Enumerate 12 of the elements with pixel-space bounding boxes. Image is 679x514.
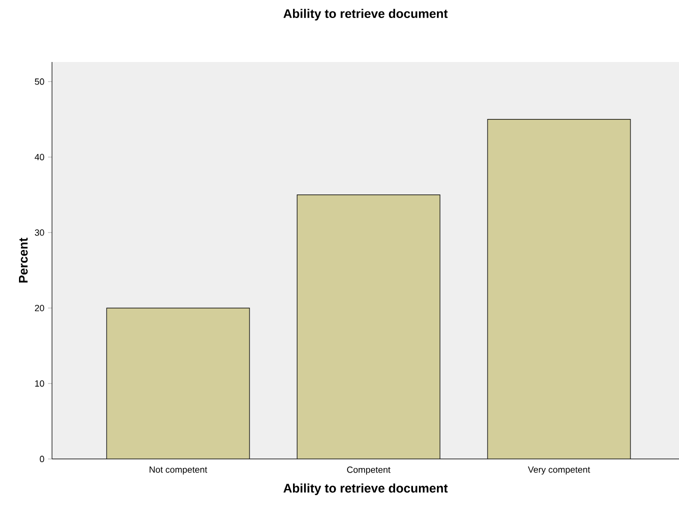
y-tick-label: 40 bbox=[34, 154, 44, 160]
y-tick-label: 30 bbox=[34, 229, 44, 236]
y-axis-title: Percent bbox=[18, 238, 28, 282]
y-tick-label: 20 bbox=[34, 304, 44, 312]
x-axis-title: Ability to retrieve document bbox=[283, 483, 448, 496]
x-tick-label: Not competent bbox=[150, 466, 208, 475]
y-tick-label: 50 bbox=[34, 78, 44, 85]
x-tick-label: Competent bbox=[347, 466, 390, 475]
y-tick-label: 0 bbox=[40, 456, 44, 462]
x-tick-label: Very competent bbox=[528, 466, 590, 475]
y-tick-label: 10 bbox=[35, 380, 44, 387]
chart-title: Ability to retrieve document bbox=[283, 8, 448, 20]
